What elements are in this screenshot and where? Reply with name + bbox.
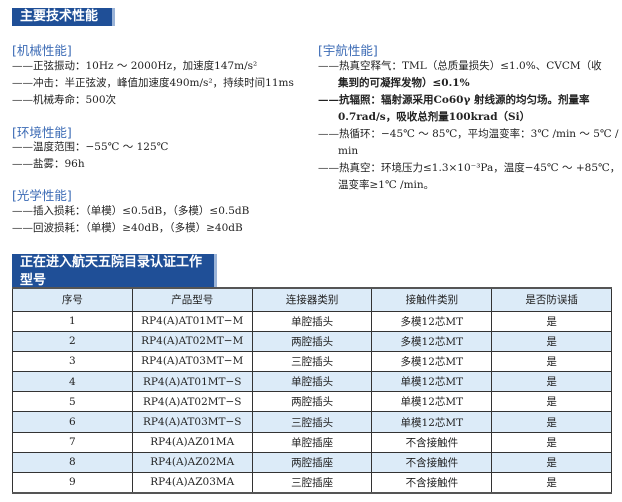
table-row: 1 RP4(A)AT01MT−M 单腔插头 多模12芯MT 是 <box>12 310 612 332</box>
table-cell: 不含接触件 <box>371 471 493 494</box>
section-banner-models: 正在进入航天五院目录认证工作型号 <box>12 254 217 290</box>
table-cell: 三腔插头 <box>251 350 373 373</box>
spec-line: ——回波损耗：（单模）≥40dB，（多模）≥40dB <box>12 222 243 234</box>
table-cell: RP4(A)AZ01MA <box>131 431 253 453</box>
table-cell: 多模12芯MT <box>371 310 493 332</box>
table-cell: 单腔插头 <box>251 310 373 332</box>
table-row: 2 RP4(A)AT02MT−M 两腔插头 多模12芯MT 是 <box>12 330 612 352</box>
table-cell: 是 <box>491 371 612 393</box>
table-cell: RP4(A)AT02MT−S <box>131 391 253 413</box>
table-cell: 4 <box>12 371 133 393</box>
table-cell: 单模12芯MT <box>371 391 493 413</box>
table-cell: 2 <box>12 330 133 352</box>
table-row: 9 RP4(A)AZ03MA 三腔插座 不含接触件是 <box>12 471 612 494</box>
heading-mechanical: [机械性能] <box>12 43 72 58</box>
table-cell: 两腔插头 <box>251 330 373 352</box>
table-cell: 不含接触件 <box>371 431 493 453</box>
table-cell: 单模12芯MT <box>371 371 493 393</box>
heading-environment: [环境性能] <box>12 125 72 140</box>
spec-line: 集到的可凝挥发物）≤0.1% <box>338 77 470 89</box>
table-cell: 单腔插座 <box>251 431 373 453</box>
spec-line: ——热真空释气：TML（总质量损失）≤1.0%、CVCM（收 <box>318 60 602 72</box>
table-cell: RP4(A)AZ03MA <box>131 471 253 494</box>
models-table: 序号 产品型号 连接器类别 接触件类别 是否防误插 1 RP4(A)AT01MT−… <box>12 287 612 494</box>
table-cell: 7 <box>12 431 133 453</box>
table-cell: 单腔插头 <box>251 371 373 393</box>
header-connector-type: 连接器类别 <box>251 287 373 312</box>
spec-line: ——机械寿命：500次 <box>12 94 117 106</box>
spec-line: ——热真空：环境压力≤1.3×10⁻³Pa，温度−45℃ ～ +85℃， <box>318 162 621 174</box>
table-cell: 1 <box>12 310 133 332</box>
spec-line: min <box>338 145 359 157</box>
table-row: 8 RP4(A)AZ02MA 两腔插座 不含接触件是 <box>12 451 612 474</box>
spec-line: ——正弦振动：10Hz ～ 2000Hz，加速度147m/s² <box>12 60 258 72</box>
table-row: 6 RP4(A)AT03MT−S 三腔插头 单模12芯MT 是 <box>12 411 612 433</box>
table-cell: RP4(A)AT01MT−M <box>131 310 253 332</box>
heading-optical: [光学性能] <box>12 188 72 203</box>
table-row: 7 RP4(A)AZ01MA 单腔插座 不含接触件是 <box>12 431 612 453</box>
table-row: 4 RP4(A)AT01MT−S 单腔插头 单模12芯MT 是 <box>12 371 612 393</box>
table-row: 5 RP4(A)AT02MT−S 两腔插头 单模12芯MT 是 <box>12 391 612 413</box>
table-cell: 三腔插头 <box>251 411 373 433</box>
table-cell: 9 <box>12 471 133 494</box>
header-index: 序号 <box>12 287 133 312</box>
spec-line: ——抗辐照：辐射源采用Co60γ 射线源的均匀场。剂量率 <box>318 94 590 106</box>
heading-aerospace: [宇航性能] <box>318 43 378 58</box>
table-cell: 是 <box>491 391 612 413</box>
table-cell: RP4(A)AT02MT−M <box>131 330 253 352</box>
table-cell: 是 <box>491 431 612 453</box>
table-cell: 是 <box>491 350 612 373</box>
spec-line: ——冲击：半正弦波，峰值加速度490m/s²，持续时间11ms <box>12 77 294 89</box>
spec-line: ——插入损耗：（单模）≤0.5dB，（多模）≤0.5dB <box>12 205 250 217</box>
spec-line: ——温度范围：−55℃ ～ 125℃ <box>12 141 169 153</box>
table-cell: 8 <box>12 451 133 474</box>
table-cell: 3 <box>12 350 133 373</box>
spec-line: 温变率≥1℃ /min。 <box>338 179 435 191</box>
table-cell: RP4(A)AT03MT−M <box>131 350 253 373</box>
spec-line: 0.7rad/s，吸收总剂量100krad（Si） <box>338 111 531 123</box>
header-model: 产品型号 <box>131 287 253 312</box>
table-cell: 不含接触件 <box>371 451 493 474</box>
table-cell: 多模12芯MT <box>371 330 493 352</box>
table-cell: RP4(A)AZ02MA <box>131 451 253 474</box>
table-cell: 是 <box>491 411 612 433</box>
spec-line: ——热循环：−45℃ ～ 85℃，平均温变率：3℃ /min ～ 5℃ / <box>318 128 619 140</box>
table-cell: 三腔插座 <box>251 471 373 494</box>
table-cell: 两腔插座 <box>251 451 373 474</box>
header-anti-misinsert: 是否防误插 <box>491 287 612 312</box>
table-cell: 两腔插头 <box>251 391 373 413</box>
table-cell: 5 <box>12 391 133 413</box>
table-cell: 多模12芯MT <box>371 350 493 373</box>
table-cell: 是 <box>491 471 612 494</box>
table-header-row: 序号 产品型号 连接器类别 接触件类别 是否防误插 <box>12 287 612 312</box>
spec-line: ——盐雾：96h <box>12 158 85 170</box>
table-row: 3 RP4(A)AT03MT−M 三腔插头 多模12芯MT 是 <box>12 350 612 373</box>
table-cell: RP4(A)AT01MT−S <box>131 371 253 393</box>
section-banner-specs: 主要技术性能 <box>12 8 115 26</box>
table-cell: 是 <box>491 330 612 352</box>
table-cell: 是 <box>491 451 612 474</box>
table-cell: RP4(A)AT03MT−S <box>131 411 253 433</box>
table-cell: 6 <box>12 411 133 433</box>
table-cell: 是 <box>491 310 612 332</box>
table-cell: 单模12芯MT <box>371 411 493 433</box>
header-contact-type: 接触件类别 <box>371 287 493 312</box>
